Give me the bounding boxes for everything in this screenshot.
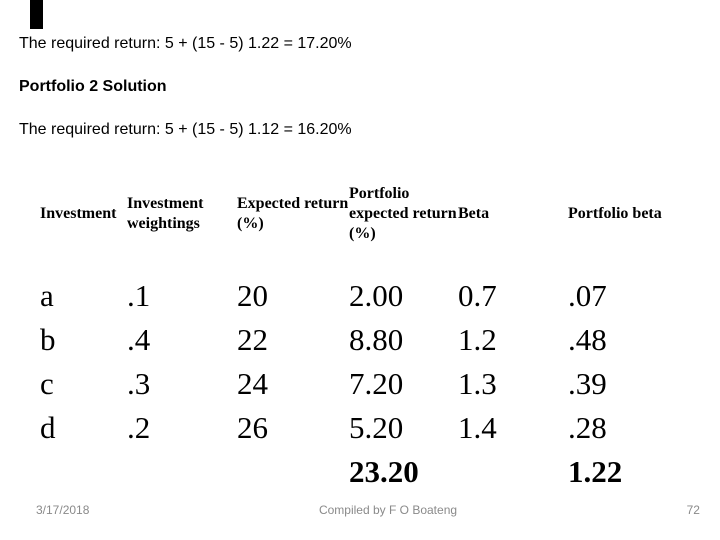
table-row: c .3 24 7.20 1.3 .39 bbox=[40, 362, 705, 406]
header-line: Portfolio beta bbox=[568, 205, 662, 222]
cell-portfolio-beta: .48 bbox=[568, 322, 607, 357]
cell-weighting: .1 bbox=[127, 278, 151, 313]
header-line: Expected return bbox=[237, 195, 349, 212]
cell-portfolio-expected-return: 7.20 bbox=[349, 366, 404, 401]
cell-portfolio-expected-return: 5.20 bbox=[349, 410, 404, 445]
cell-portfolio-expected-return: 8.80 bbox=[349, 322, 404, 357]
header-line: expected return bbox=[349, 205, 457, 222]
cell-portfolio-beta: .28 bbox=[568, 410, 607, 445]
column-header-beta: Beta bbox=[458, 204, 568, 224]
cell-investment: d bbox=[40, 410, 56, 445]
column-header-portfolio-beta: Portfolio beta bbox=[568, 204, 705, 224]
table-body: a .1 20 2.00 0.7 .07 b .4 22 8.80 1.2 .4… bbox=[40, 274, 705, 494]
slide-footer: 3/17/2018 Compiled by F O Boateng 72 bbox=[0, 503, 720, 517]
cell-portfolio-expected-return: 2.00 bbox=[349, 278, 404, 313]
column-header-investment-weightings: Investment weightings bbox=[127, 194, 237, 234]
cell-investment: b bbox=[40, 322, 56, 357]
required-return-line-1: The required return: 5 + (15 - 5) 1.22 =… bbox=[19, 35, 352, 52]
header-line: (%) bbox=[349, 225, 376, 242]
cell-beta: 0.7 bbox=[458, 278, 497, 313]
cell-weighting: .3 bbox=[127, 366, 151, 401]
cell-expected-return: 26 bbox=[237, 410, 268, 445]
total-portfolio-expected-return: 23.20 bbox=[349, 454, 419, 489]
total-portfolio-beta: 1.22 bbox=[568, 454, 623, 489]
column-header-portfolio-expected-return: Portfolio expected return (%) bbox=[349, 184, 458, 244]
header-line: Investment bbox=[40, 205, 117, 222]
footer-credit: Compiled by F O Boateng bbox=[318, 503, 458, 517]
header-line: (%) bbox=[237, 215, 264, 232]
header-line: Investment bbox=[127, 195, 204, 212]
cell-beta: 1.2 bbox=[458, 322, 497, 357]
cell-portfolio-beta: .39 bbox=[568, 366, 607, 401]
footer-date: 3/17/2018 bbox=[36, 503, 90, 517]
slide-accent-bar bbox=[30, 0, 43, 29]
cell-empty bbox=[237, 450, 349, 494]
table-header-row: Investment Investment weightings Expecte… bbox=[40, 184, 705, 244]
cell-investment: a bbox=[40, 278, 54, 313]
cell-empty bbox=[40, 450, 127, 494]
cell-expected-return: 24 bbox=[237, 366, 268, 401]
cell-empty bbox=[127, 450, 237, 494]
cell-beta: 1.4 bbox=[458, 410, 497, 445]
cell-weighting: .4 bbox=[127, 322, 151, 357]
footer-page-number: 72 bbox=[686, 503, 700, 517]
table-row: a .1 20 2.00 0.7 .07 bbox=[40, 274, 705, 318]
slide-heading: Portfolio 2 Solution bbox=[19, 78, 167, 95]
required-return-line-2: The required return: 5 + (15 - 5) 1.12 =… bbox=[19, 121, 352, 138]
table-row: d .2 26 5.20 1.4 .28 bbox=[40, 406, 705, 450]
column-header-expected-return: Expected return (%) bbox=[237, 194, 349, 234]
header-line: Beta bbox=[458, 205, 490, 222]
cell-expected-return: 20 bbox=[237, 278, 268, 313]
cell-portfolio-beta: .07 bbox=[568, 278, 607, 313]
cell-beta: 1.3 bbox=[458, 366, 497, 401]
cell-empty bbox=[458, 450, 568, 494]
table-totals-row: 23.20 1.22 bbox=[40, 450, 705, 494]
header-line: Portfolio bbox=[349, 185, 410, 202]
cell-expected-return: 22 bbox=[237, 322, 268, 357]
header-line: weightings bbox=[127, 215, 200, 232]
table-row: b .4 22 8.80 1.2 .48 bbox=[40, 318, 705, 362]
cell-investment: c bbox=[40, 366, 54, 401]
cell-weighting: .2 bbox=[127, 410, 151, 445]
column-header-investment: Investment bbox=[40, 204, 127, 224]
